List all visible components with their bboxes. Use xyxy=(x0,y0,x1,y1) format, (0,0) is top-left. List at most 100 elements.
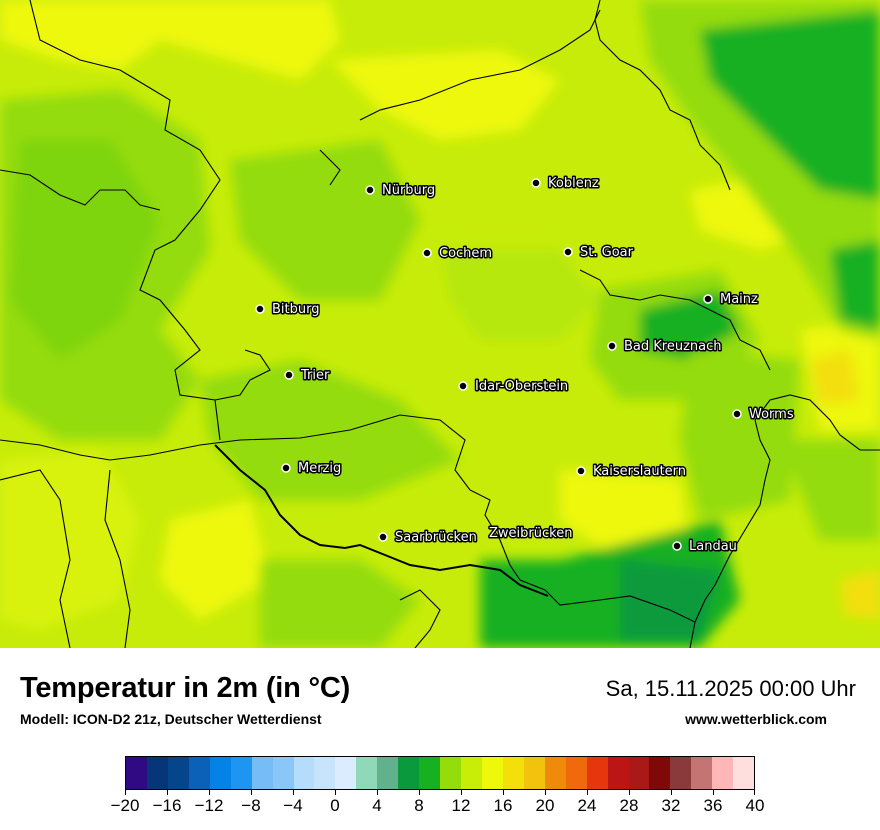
city-dot xyxy=(732,409,742,419)
city-label: Trier xyxy=(300,368,330,383)
colorbar-tick-label: 32 xyxy=(661,796,681,815)
map-footer: Temperatur in 2m (in °C) Modell: ICON-D2… xyxy=(0,648,880,830)
colorbar-tick-label: 20 xyxy=(535,796,555,815)
city-label: Bitburg xyxy=(272,302,320,317)
city-dot xyxy=(703,294,713,304)
city-label: Mainz xyxy=(720,292,758,307)
colorbar-segment xyxy=(146,757,168,789)
colorbar-tick-mark xyxy=(671,790,672,795)
colorbar-segment xyxy=(670,757,692,789)
colorbar-segment xyxy=(544,757,566,789)
colorbar-segment xyxy=(335,757,357,789)
colorbar-segment xyxy=(586,757,608,789)
model-info: Modell: ICON-D2 21z, Deutscher Wetterdie… xyxy=(20,711,322,727)
colorbar-segment xyxy=(502,757,524,789)
city-label: Bad Kreuznach xyxy=(624,339,722,354)
colorbar-segment xyxy=(251,757,273,789)
city-dot xyxy=(422,248,432,258)
city-label: Landau xyxy=(689,539,737,554)
colorbar-tick-label: 16 xyxy=(493,796,513,815)
city-label: Saarbrücken xyxy=(395,530,477,545)
colorbar-segment xyxy=(188,757,210,789)
colorbar-segment xyxy=(691,757,713,789)
temperature-map: Nürburg Nürburg Koblenz Koblenz Cochem Cochem… xyxy=(0,0,880,649)
colorbar-segment xyxy=(628,757,650,789)
city-label: Trier xyxy=(300,368,330,383)
colorbar-segment xyxy=(481,757,503,789)
colorbar-tickmarks xyxy=(125,790,755,796)
colorbar-tick-mark xyxy=(461,790,462,795)
city-dot xyxy=(531,178,541,188)
national-border xyxy=(214,444,549,597)
colorbar-segment xyxy=(314,757,336,789)
colorbar-segment xyxy=(293,757,315,789)
colorbar-segment xyxy=(733,757,755,789)
city-label: Bitburg xyxy=(272,302,320,317)
colorbar-tick-mark xyxy=(209,790,210,795)
colorbar-tick-label: −20 xyxy=(110,796,140,815)
city-label: Worms xyxy=(749,407,794,422)
colorbar-segment xyxy=(461,757,482,789)
city-label: Nürburg xyxy=(382,183,435,198)
colorbar-tick-label: 36 xyxy=(703,796,723,815)
city-dot xyxy=(281,463,291,473)
city-label: Merzig xyxy=(298,461,341,476)
city-label: Worms xyxy=(749,407,794,422)
city-label: Kaiserslautern xyxy=(593,464,686,479)
colorbar-segment xyxy=(377,757,399,789)
colorbar-tick-label: 0 xyxy=(330,796,340,815)
colorbar-tick-mark xyxy=(545,790,546,795)
colorbar-tick-mark xyxy=(713,790,714,795)
map-title: Temperatur in 2m (in °C) xyxy=(20,672,351,704)
temperature-field xyxy=(0,0,880,648)
colorbar-tick-label: 28 xyxy=(619,796,639,815)
colorbar-tick-mark xyxy=(754,790,755,795)
colorbar-tick-mark xyxy=(125,790,126,795)
colorbar-tick-label: 4 xyxy=(372,796,382,815)
city-label: St. Goar xyxy=(580,245,634,260)
colorbar-tick-mark xyxy=(293,790,294,795)
colorbar-tick-labels: −20 −16 −12 −8 −4 0 4 8 12 16 20 24 28 32 36 40 xyxy=(111,796,765,820)
colorbar-segment xyxy=(209,757,231,789)
city-label: Landau xyxy=(689,539,737,554)
city-dot xyxy=(563,247,573,257)
city-label: Idar-Oberstein xyxy=(475,379,568,394)
city-label: Zweibrücken xyxy=(489,526,572,541)
city-label: Bad Kreuznach xyxy=(624,339,722,354)
city-label: Kaiserslautern xyxy=(593,464,686,479)
colorbar-tick-label: −16 xyxy=(152,796,182,815)
colorbar-tick-mark xyxy=(377,790,378,795)
colorbar-segment xyxy=(126,757,147,789)
colorbar-tick-mark xyxy=(587,790,588,795)
colorbar-segment xyxy=(167,757,189,789)
city-label: Nürburg xyxy=(382,183,435,198)
colorbar-segment xyxy=(398,757,420,789)
colorbar-segment xyxy=(712,757,734,789)
colorbar-tick-label: 40 xyxy=(745,796,765,815)
colorbar-tick-label: 8 xyxy=(414,796,424,815)
colorbar-segment xyxy=(565,757,587,789)
city-label: Merzig xyxy=(298,461,341,476)
city-label: Saarbrücken xyxy=(395,530,477,545)
city-label: Koblenz xyxy=(548,176,599,191)
colorbar-segment xyxy=(440,757,461,789)
website-link[interactable]: www.wetterblick.com xyxy=(685,711,827,727)
colorbar-tick-mark xyxy=(419,790,420,795)
colorbar-tick-label: −8 xyxy=(241,796,261,815)
state-borders xyxy=(0,0,880,649)
colorbar-segment xyxy=(272,757,294,789)
